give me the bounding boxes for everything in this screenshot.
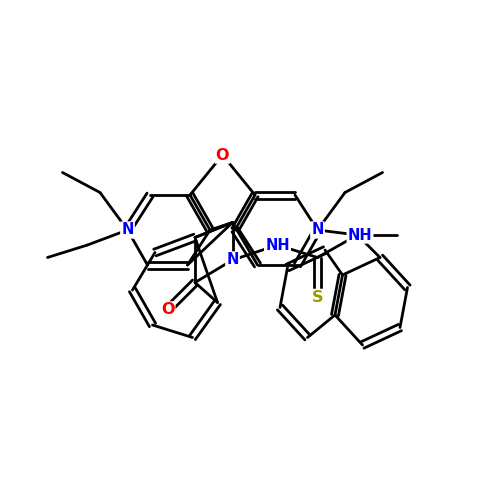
Text: O: O: [161, 302, 174, 318]
Text: S: S: [312, 290, 323, 305]
Text: O: O: [216, 148, 229, 162]
Text: NH: NH: [265, 238, 290, 252]
Text: N: N: [312, 222, 324, 238]
Text: NH: NH: [348, 228, 372, 242]
Text: N: N: [226, 252, 238, 268]
Text: N: N: [122, 222, 134, 238]
